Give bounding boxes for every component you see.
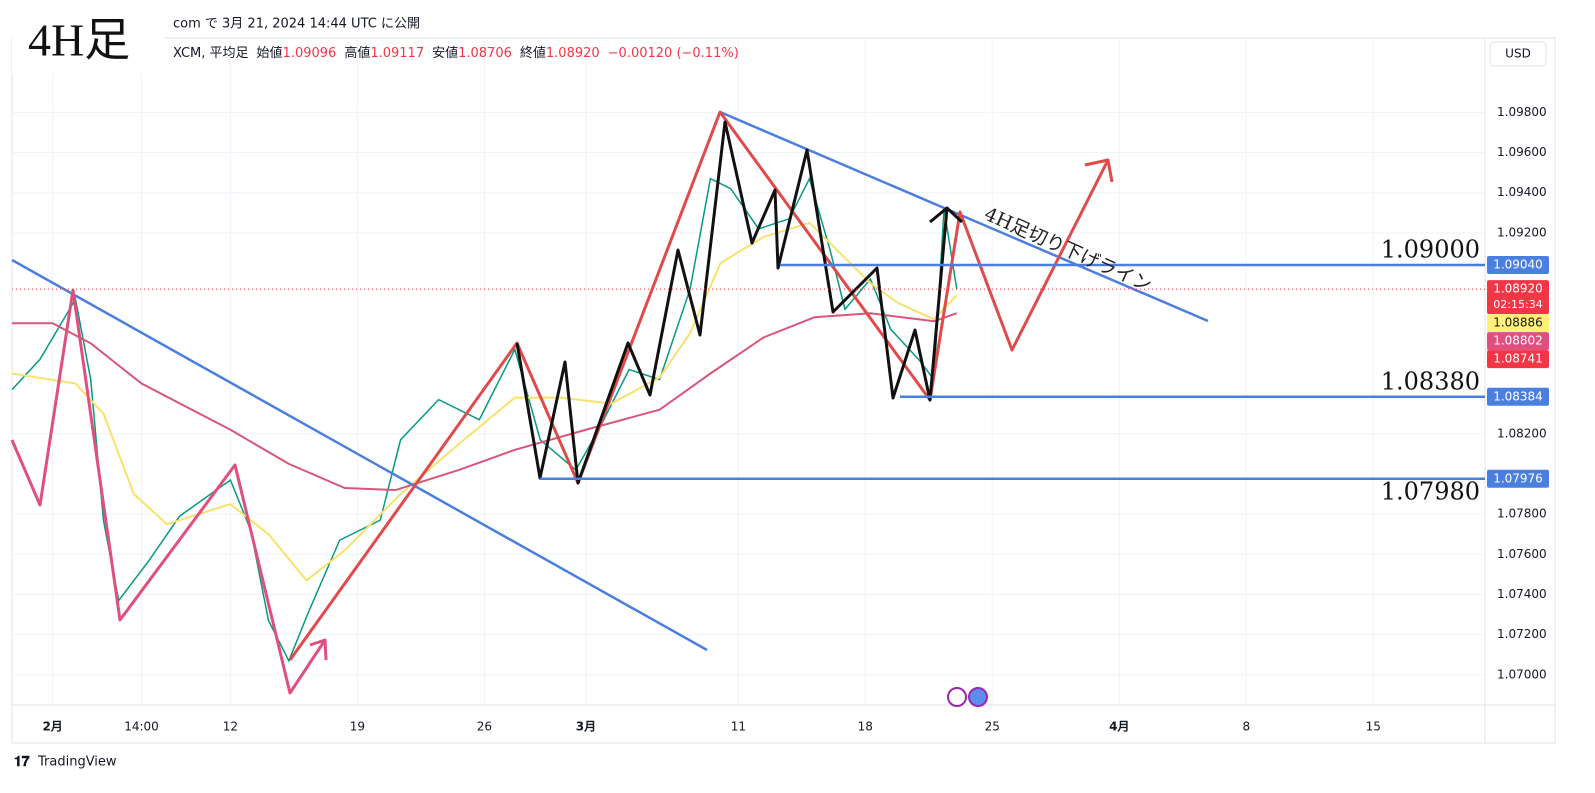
level-tag	[1487, 256, 1549, 275]
levels: 1.09000 1.08380 1.07980	[12, 236, 1485, 505]
y-tick-label: 1.09600	[1497, 145, 1547, 159]
price-axis: 1.07000 1.07200 1.07400 1.07600 1.07800 1.082…	[1487, 105, 1549, 681]
price-tag	[1487, 332, 1549, 351]
chart-title: 4H足	[28, 15, 130, 66]
brand: TradingView	[37, 755, 117, 770]
y-tick-label: 1.09800	[1497, 105, 1547, 119]
y-tick-label: 1.09400	[1497, 185, 1547, 199]
ohlc-label: 始値	[257, 45, 283, 61]
y-tick-label: 1.08200	[1497, 426, 1547, 440]
y-tick-label: 1.07200	[1497, 627, 1547, 641]
ohlc-value: 1.08920	[546, 46, 600, 61]
x-tick-label: 8	[1242, 720, 1250, 734]
x-tick-label: 11	[731, 720, 746, 734]
series-line	[11, 221, 958, 582]
arrow-head	[929, 206, 964, 224]
level-tag	[1487, 387, 1549, 406]
logo: 𝟏𝟕	[14, 754, 30, 770]
price-tag	[1487, 280, 1549, 315]
change: −0.00120 (−0.11%)	[608, 46, 739, 61]
level-tag-label: 1.08384	[1493, 389, 1543, 403]
x-tick-label: 4月	[1109, 720, 1129, 734]
y-tick-label: 1.07400	[1497, 587, 1547, 601]
x-tick-label: 2月	[42, 720, 62, 734]
currency[interactable]: USD	[1505, 47, 1531, 61]
event-icon[interactable]	[947, 687, 967, 707]
x-tick-label: 26	[477, 720, 492, 734]
y-tick-label: 1.09200	[1497, 225, 1547, 239]
y-tick-label: 1.07000	[1497, 667, 1547, 681]
x-tick-label: 18	[858, 720, 873, 734]
trend-line	[719, 110, 1209, 323]
level-tag-label: 1.09040	[1493, 258, 1543, 272]
level-tag-label: 1.07976	[1493, 471, 1543, 485]
currency-button[interactable]	[1489, 41, 1547, 67]
trend-line	[11, 258, 708, 652]
price-tag-label: 1.08741	[1493, 352, 1543, 366]
x-tick-label: 14:00	[124, 720, 159, 734]
event-icon[interactable]	[968, 687, 988, 707]
series-line	[12, 312, 958, 492]
published: com で 3月 21, 2024 14:44 UTC に公開	[173, 17, 420, 32]
arrow-head	[309, 638, 328, 661]
ohlc-value: 1.09096	[283, 46, 337, 61]
price-tag-label: 1.08886	[1493, 316, 1543, 330]
ohlc-label: 安値	[432, 45, 458, 61]
level-annotation: 1.07980	[1381, 477, 1480, 505]
zigzag	[515, 120, 949, 485]
y-tick-label: 1.07800	[1497, 507, 1547, 521]
symbol: XCM, 平均足	[173, 46, 249, 61]
grid: 2月 14:00 12 19 26 3月 11 18 25 4月 8 15	[12, 40, 1485, 734]
annotation: 4H足切り下げライン	[981, 203, 1155, 297]
x-tick-label: 19	[350, 720, 365, 734]
countdown: 02:15:34	[1493, 298, 1542, 311]
plot	[11, 176, 958, 663]
price-tag-label: 1.08920	[1493, 282, 1543, 296]
ohlc-label: 終値	[520, 45, 546, 61]
ohlc-value: 1.08706	[458, 46, 512, 61]
frame	[11, 37, 1556, 744]
ohlc-value: 1.09117	[370, 46, 424, 61]
title-box	[12, 8, 164, 74]
price-tag	[1487, 350, 1549, 369]
x-tick-label: 25	[985, 720, 1000, 734]
x-tick-label: 12	[223, 720, 238, 734]
y-tick-label: 1.07600	[1497, 547, 1547, 561]
x-tick-label: 3月	[576, 720, 596, 734]
series-line	[11, 176, 958, 663]
x-tick-label: 15	[1366, 720, 1381, 734]
arrow-head	[1084, 158, 1114, 183]
level-annotation: 1.08380	[1381, 367, 1480, 395]
legend-line: XCM, 平均足 始値1.09096 高値1.09117 安値1.08706 終値1.0…	[173, 45, 739, 61]
drawings	[10, 110, 1209, 707]
zigzag	[288, 110, 1110, 661]
level-annotation: 1.09000	[1381, 236, 1480, 264]
ohlc-label: 高値	[344, 45, 370, 61]
price-tag-label: 1.08802	[1493, 334, 1543, 348]
price-tag	[1487, 314, 1549, 333]
level-tag	[1487, 469, 1549, 488]
zigzag	[10, 288, 327, 695]
